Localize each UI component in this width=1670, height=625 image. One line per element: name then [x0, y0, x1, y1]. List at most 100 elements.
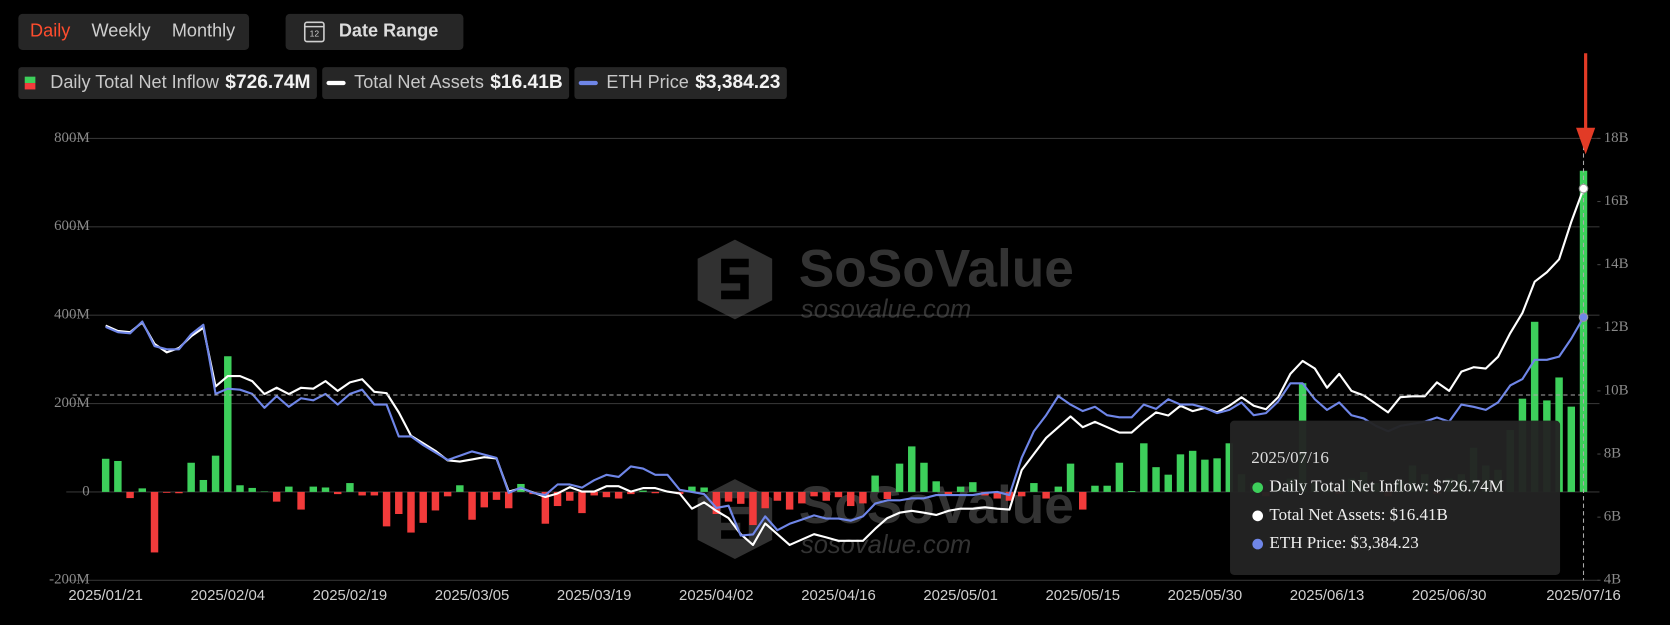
watermark-site: sosovalue.com — [801, 296, 971, 324]
y-tick-label: 0 — [82, 483, 89, 499]
watermark-site: sosovalue.com — [801, 531, 971, 559]
bar — [1017, 491, 1026, 497]
bar — [468, 491, 476, 520]
legend-chip[interactable] — [322, 67, 570, 100]
y2-tick-label: 8B — [1604, 445, 1621, 461]
bar — [456, 485, 464, 492]
date-range-label[interactable]: Date Range — [339, 21, 439, 41]
bar — [541, 491, 550, 524]
bar — [969, 482, 977, 492]
y-tick-label: 800M — [54, 130, 90, 146]
bar — [908, 446, 916, 492]
bar — [1103, 485, 1111, 492]
bar — [297, 491, 305, 510]
x-tick-label: 2025/05/15 — [1045, 588, 1120, 604]
bar — [1213, 458, 1221, 492]
legend: Daily Total Net Inflow $726.74M Total Net … — [18, 67, 787, 100]
bar — [1530, 321, 1539, 492]
bar — [712, 491, 721, 515]
x-tick-label: 2025/05/30 — [1168, 588, 1243, 604]
bar — [126, 491, 134, 499]
bar — [1091, 485, 1099, 492]
period-button[interactable]: Daily — [30, 21, 71, 41]
x-tick-label: 2025/05/01 — [923, 588, 998, 604]
bar — [443, 491, 452, 497]
bar — [272, 491, 281, 502]
overlay — [72, 53, 1596, 581]
bar — [920, 462, 928, 492]
period-button[interactable]: Weekly — [92, 21, 152, 41]
bar — [1176, 454, 1185, 492]
bar — [1127, 491, 1136, 492]
bar — [504, 491, 513, 509]
legend-value: $726.74M — [225, 72, 310, 93]
tooltip: 2025/07/16 Daily Total Net Inflow: $726.7… — [1230, 420, 1561, 575]
bar — [566, 491, 574, 501]
bar — [309, 486, 318, 492]
bar — [248, 487, 256, 492]
x-tick-label: 2025/06/30 — [1412, 588, 1487, 604]
tooltip-row: Daily Total Net Inflow: $726.74M — [1269, 477, 1503, 496]
bar — [1567, 406, 1576, 492]
y-tick-label: -200M — [49, 572, 90, 588]
date-range-button[interactable] — [285, 13, 464, 51]
bar — [1188, 450, 1197, 492]
bar — [785, 491, 794, 510]
bar — [700, 487, 708, 492]
bar — [358, 491, 366, 496]
bar — [431, 491, 440, 511]
bar — [187, 462, 195, 492]
tooltip-dot — [1252, 482, 1264, 493]
bar — [1115, 462, 1124, 492]
toolbar: Daily Weekly Monthly 12 Date Range — [18, 13, 464, 51]
legend-chip[interactable] — [18, 67, 317, 100]
bar — [138, 488, 147, 492]
bar — [1225, 443, 1234, 492]
bar — [724, 491, 733, 502]
period-button[interactable]: Monthly — [172, 21, 236, 41]
x-tick-label: 2025/06/13 — [1290, 588, 1365, 604]
bar — [370, 491, 379, 496]
bar — [761, 491, 769, 509]
calendar-icon — [303, 21, 325, 43]
bar — [932, 481, 940, 492]
bar — [883, 491, 892, 499]
bar — [1079, 491, 1087, 510]
legend-value: $16.41B — [490, 72, 562, 93]
legend-label: Daily Total Net Inflow — [50, 72, 220, 92]
bar — [333, 491, 342, 495]
y2-tick-label: 18B — [1604, 130, 1629, 146]
bar — [1030, 483, 1038, 492]
y-tick-label: 200M — [54, 395, 90, 411]
bar — [1066, 463, 1075, 492]
bar — [822, 491, 830, 501]
legend-chip[interactable] — [574, 67, 787, 100]
bar — [224, 356, 232, 492]
bar — [1579, 170, 1588, 492]
bar — [553, 491, 562, 507]
line — [105, 188, 1585, 546]
bar — [346, 483, 354, 492]
bar — [749, 491, 757, 526]
y2-tick-label: 12B — [1604, 319, 1629, 335]
bar — [798, 491, 806, 504]
bar — [895, 463, 904, 492]
legend-swatch — [24, 83, 36, 90]
line — [105, 316, 1585, 537]
y2-tick-label: 10B — [1604, 382, 1629, 398]
bar — [407, 491, 415, 533]
tooltip-row: Total Net Assets: $16.41B — [1269, 505, 1447, 524]
tooltip-row: ETH Price: $3,384.23 — [1269, 533, 1418, 552]
bar — [688, 486, 696, 492]
tooltip-dot — [1252, 510, 1264, 522]
bar — [810, 491, 818, 497]
bar — [480, 491, 489, 508]
y-tick-label: 400M — [54, 307, 90, 323]
bar — [321, 487, 330, 492]
bar — [590, 491, 598, 496]
bar — [651, 491, 659, 494]
x-tick-label: 2025/03/05 — [435, 588, 510, 604]
annotation-arrowhead — [1576, 127, 1596, 155]
y2-tick-label: 6B — [1604, 509, 1621, 525]
